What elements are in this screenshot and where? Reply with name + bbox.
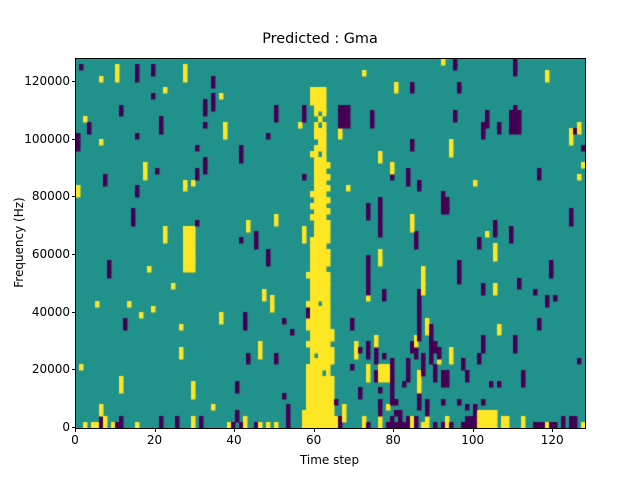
y-tick-label: 60000	[31, 247, 70, 262]
x-tick-mark	[154, 428, 156, 432]
x-axis-label: Time step	[299, 453, 360, 467]
x-tick-mark	[393, 428, 395, 432]
y-tick-mark	[71, 81, 75, 83]
y-tick-mark	[71, 254, 75, 256]
y-tick-label: 0	[62, 420, 70, 434]
x-tick-mark	[75, 428, 76, 432]
y-tick-mark	[71, 427, 75, 428]
plot-title: Predicted : Gma	[262, 31, 378, 47]
y-tick-label: 80000	[31, 189, 70, 204]
heatmap-canvas	[76, 59, 585, 428]
y-tick-mark	[71, 369, 75, 371]
y-tick-label: 20000	[31, 362, 70, 377]
x-tick-label: 20	[146, 433, 163, 447]
y-tick-label: 40000	[31, 304, 70, 319]
x-tick-label: 120	[540, 433, 564, 447]
x-tick-label: 100	[461, 433, 485, 447]
x-tick-mark	[313, 428, 315, 432]
x-tick-label: 60	[305, 433, 322, 447]
y-tick-mark	[71, 138, 75, 140]
y-tick-mark	[71, 196, 75, 198]
y-tick-label: 100000	[24, 131, 70, 146]
x-tick-label: 80	[385, 433, 401, 447]
x-tick-label: 0	[71, 433, 79, 447]
plot-axes	[75, 58, 586, 429]
x-tick-mark	[552, 428, 554, 432]
x-tick-mark	[234, 428, 236, 432]
y-tick-label: 120000	[24, 74, 70, 89]
y-tick-mark	[71, 311, 75, 313]
x-tick-mark	[472, 428, 474, 432]
x-tick-label: 40	[226, 433, 242, 447]
